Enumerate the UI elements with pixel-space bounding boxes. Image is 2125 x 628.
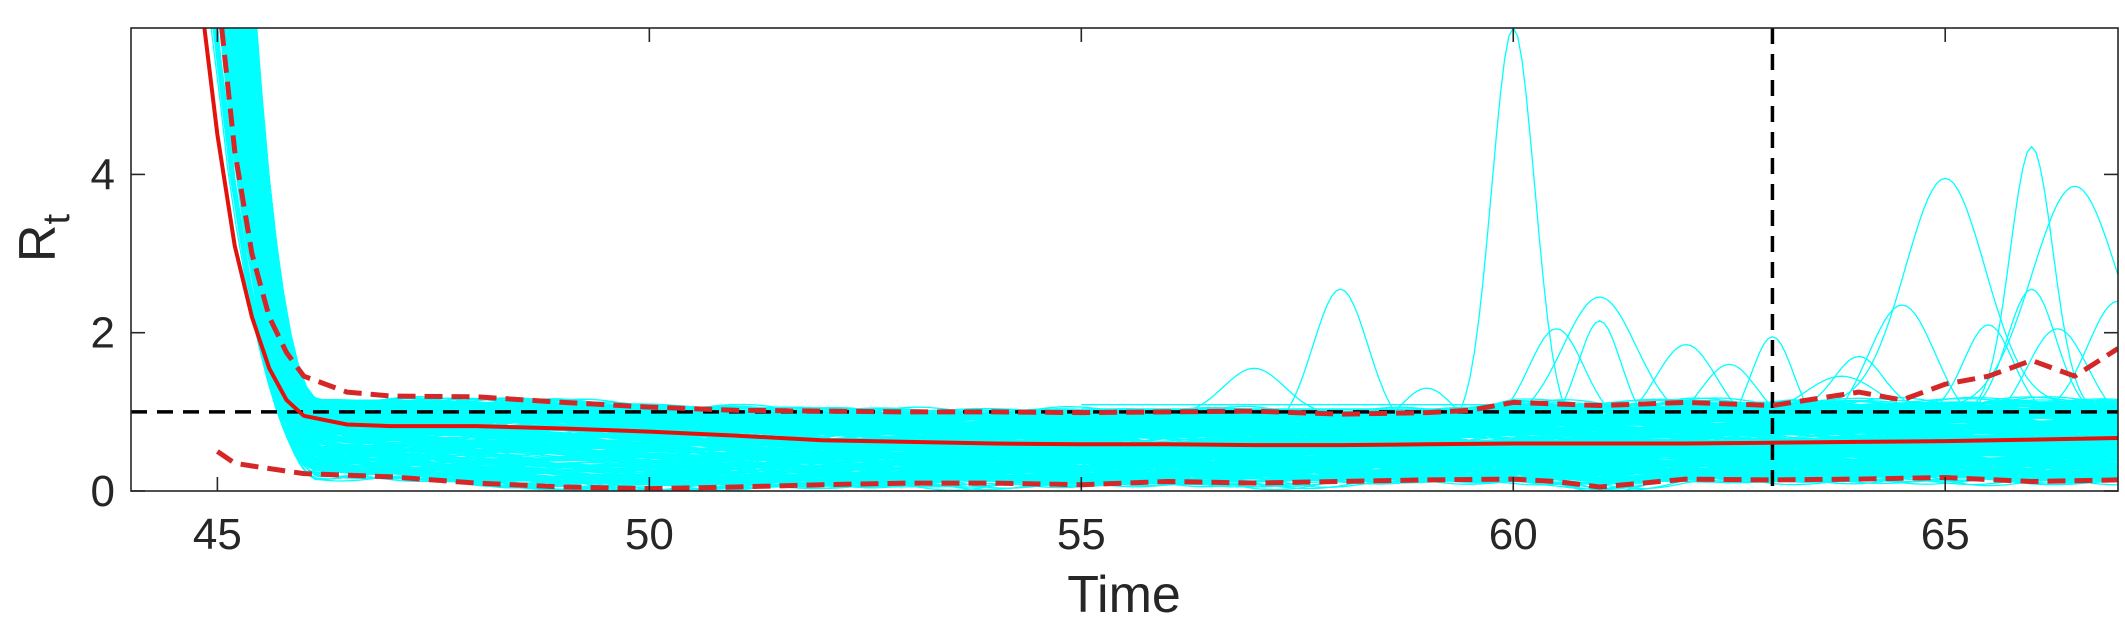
sample-trace	[221, 28, 2118, 479]
x-tick-label: 50	[625, 510, 674, 559]
sample-trace	[244, 28, 2118, 460]
sample-trace-spike	[1081, 335, 2118, 433]
y-tick-label: 4	[91, 150, 115, 199]
sample-trace	[235, 28, 2118, 469]
sample-trace-spike	[1081, 328, 2118, 428]
y-tick-label: 0	[91, 467, 115, 516]
median-line	[202, 28, 2118, 448]
sample-trace-spike	[1081, 296, 2118, 424]
sample-trace	[234, 28, 2118, 468]
x-tick-label: 55	[1057, 510, 1106, 559]
sample-trace-spike	[1081, 28, 2118, 430]
x-tick-label: 65	[1921, 510, 1970, 559]
sample-trace	[232, 28, 2118, 463]
sample-trace	[217, 28, 2118, 483]
sample-trace-spike	[1081, 355, 2118, 411]
y-tick-label: 2	[91, 309, 115, 358]
y-axis-title-main: R	[9, 225, 67, 263]
sample-trace	[227, 28, 2118, 479]
axes-box	[130, 27, 2119, 492]
x-tick-label: 45	[193, 510, 242, 559]
axes	[130, 27, 2119, 492]
x-axis-title: Time	[1067, 566, 1181, 624]
svg-text:Rt: Rt	[9, 214, 78, 263]
reference-lines	[131, 28, 2118, 491]
sample-trace	[247, 28, 2118, 463]
y-axis-title: Rt	[9, 214, 78, 263]
sample-trace-spike	[1081, 363, 2118, 426]
tick-labels: 45 50 55 60 65 0 2 4	[91, 28, 2118, 559]
sample-trace	[247, 28, 2118, 449]
sample-trace	[233, 28, 2118, 476]
sample-trace-spike	[1081, 288, 2118, 416]
sample-trace	[245, 28, 2118, 435]
sample-trace	[239, 28, 2118, 469]
sample-trace	[249, 28, 2118, 460]
sample-trace-spike	[1081, 304, 2118, 432]
upper-bound-line	[219, 28, 2118, 417]
sample-trace-spike	[1081, 375, 2118, 418]
y-axis-title-subscript: t	[36, 214, 78, 225]
x-tick-label: 60	[1489, 510, 1538, 559]
